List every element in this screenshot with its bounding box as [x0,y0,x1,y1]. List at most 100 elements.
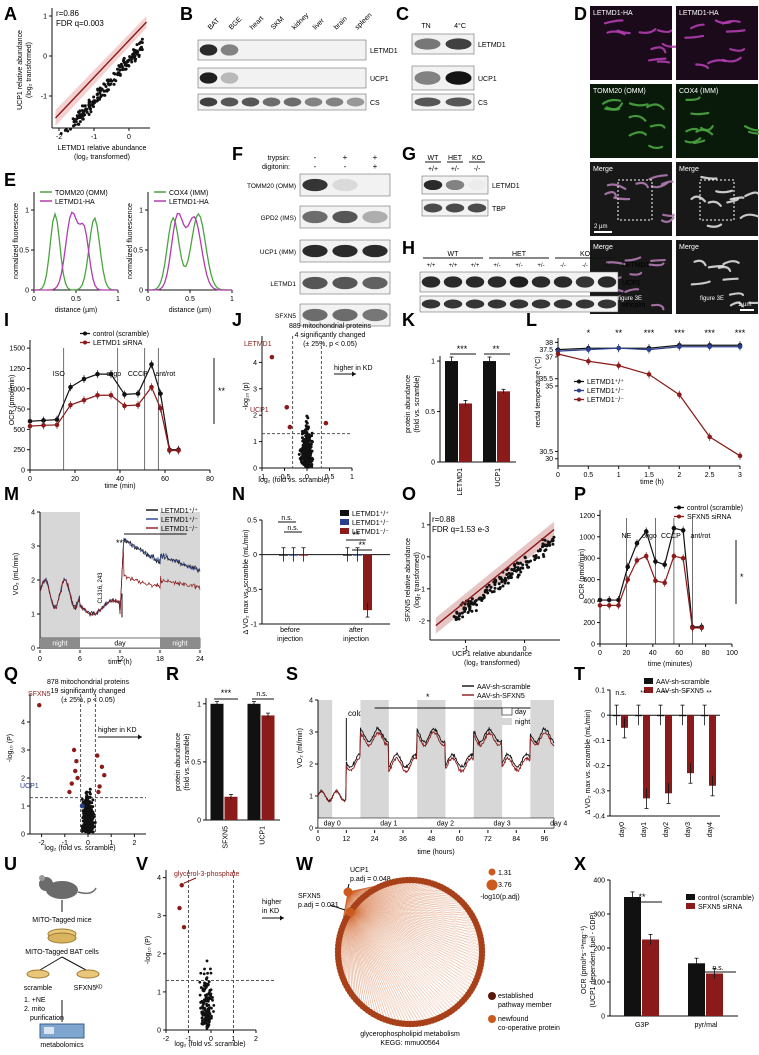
panel-h-blot-vinculin-band [554,300,572,309]
panel-a-point [119,69,122,72]
panel-q-point [89,807,92,810]
panel-q-volcano: 878 mitochondrial proteins 19 significan… [7,679,146,852]
panel-a-ytick-label: -1 [41,94,47,101]
panel-l-marker [586,347,591,352]
panel-f-protease-blots: trypsin: digitonin: -++--+ TOMM20 (OMM)G… [247,153,390,326]
panel-t-significance: ** [706,690,712,697]
panel-i-marker [136,391,141,396]
panel-l-legend-marker [577,389,581,393]
micrograph-label: Merge [679,166,699,173]
panel-o-point [493,583,496,586]
panel-h-genotype: +/- [515,263,522,269]
panel-j-point [301,430,304,433]
panel-t-category-label: day3 [685,822,692,837]
panel-g-blot-label: TBP [492,206,506,213]
panel-u-schematic: MITO-Tagged mice MITO-Tagged BAT cells s… [24,875,103,1049]
panel-a-point [128,59,131,62]
panel-a-point [96,89,99,92]
panel-c-blot-letmd1-band [414,38,440,49]
panel-e-xlabel: distance (µm) [55,307,98,314]
panel-f-row-digitonin: digitonin: [262,164,290,171]
panel-v-xtick-label: 2 [254,1036,258,1043]
panel-o-point [456,617,459,620]
panel-o-point [552,536,555,539]
panel-f-blot-band [302,277,327,289]
panel-letter-f: F [232,144,243,164]
panel-c-blot-cs-band [445,98,471,107]
panel-i-marker [55,423,60,428]
panel-l-legend-label: LETMD1⁺/⁻ [587,388,624,395]
panel-v-ytick-label: 2 [157,951,161,958]
panel-q-point-significant [96,790,100,794]
panel-a-point [138,42,141,45]
panel-s-xtick-label: 36 [399,836,407,843]
panel-a-stat-fdr: FDR q=0.003 [56,19,104,28]
panel-j-point-sig [288,425,293,430]
panel-h-blot-label: LETMD1 [622,262,650,269]
panel-a-point [120,65,123,68]
panel-q-point [93,816,96,819]
panel-letter-l: L [526,310,537,330]
panel-h-blot-ucp1-band [554,276,572,287]
panel-k-category-label: UCP1 [495,468,502,487]
panel-w-leg1-b: pathway member [498,1002,552,1009]
panel-t-significance: * [686,690,689,697]
panel-e-xtick-label: 0.5 [71,296,81,303]
panel-h-genotype: -/- [560,263,566,269]
panel-j-title-3: (± 25%, p < 0.05) [303,341,357,348]
panel-b-blot-label: CS [370,100,380,107]
panel-t-ytick-label: -0.1 [593,738,605,745]
panel-s-xtick-label: 0 [316,836,320,843]
panel-letter-r: R [166,664,179,684]
panel-l-marker [677,392,682,397]
panel-b-blot-cs-band [200,98,218,107]
panel-q-point [81,798,84,801]
panel-q-point [82,815,85,818]
panel-a-point [128,55,131,58]
panel-q-point [82,801,85,804]
panel-l-marker [738,344,743,349]
panel-k-bar [497,391,510,462]
panel-f-blot-band [302,211,327,223]
panel-m-injection-label: CL316, 243 [98,572,104,604]
panel-a-point [81,118,84,121]
panel-n-ytick-label: 0.5 [247,518,257,525]
panel-t-category-label: day4 [707,822,714,837]
panel-a-point [132,48,135,51]
panel-a-point [104,89,107,92]
panel-p-xtick-label: 40 [649,650,657,657]
panel-j-point [305,437,308,440]
panel-o-point [551,543,554,546]
panel-v-point [208,989,211,992]
panel-a-point [81,104,84,107]
panel-c-lane-cold: 4°C [454,22,466,30]
panel-e-profile-line [148,214,232,290]
panel-i-legend-label: LETMD1 siRNA [93,340,143,347]
network-edge [348,892,464,999]
panel-h-genotype: +/- [537,263,544,269]
panel-v-ytick-label: 3 [157,913,161,920]
panel-e-xtick-label: 1 [230,296,234,303]
panel-q-point-significant [67,790,71,794]
panel-l-marker [677,344,682,349]
panel-c-blot-ucp1-band [445,71,471,84]
panel-v-point [200,1022,203,1025]
panel-m-ylabel: VO₂ (mL/min) [13,553,20,595]
panel-t-ytick-label: -0.2 [593,763,605,770]
panel-s-day-label: day 1 [380,821,397,828]
mouse-icon [39,875,96,899]
panel-q-ytick-label: 1 [21,804,25,811]
panel-o-ylabel-1: SFXN5 relative abundance [405,538,412,622]
panel-o-point [461,615,464,618]
panel-j-volcano: 889 mitochondrial proteins 4 significant… [243,323,373,484]
panel-x-ylabel-2: (UCP1 dependent, fuel - GDP) [590,913,597,1008]
panel-q-xlabel: log₂ (fold vs. scramble) [44,845,115,852]
panel-c-blot-label: LETMD1 [478,42,506,49]
panel-letter-e: E [4,170,16,190]
panel-f-blot-band [362,309,387,321]
panel-h-blot-vinculin-band [576,300,594,309]
panel-v-point [203,968,206,971]
